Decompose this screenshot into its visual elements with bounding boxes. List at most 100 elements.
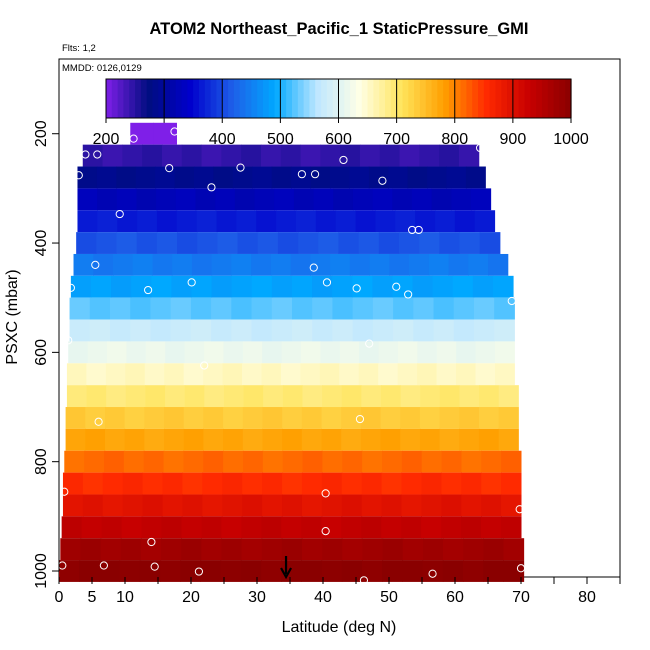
colorbar-cell [111,79,119,118]
heatmap-cell [301,472,323,495]
heatmap-cell [182,494,203,517]
observation-point [507,296,516,306]
heatmap-cell [62,494,84,517]
heatmap-cell [481,450,502,473]
heatmap-cell [415,210,436,233]
heatmap-cell [164,407,185,429]
heatmap-cell [163,450,184,473]
y-tick-label: 800 [33,448,50,475]
colorbar-cell [280,79,287,118]
heatmap-cell [222,472,243,495]
colorbar-cell [210,79,218,118]
heatmap-cell [494,297,515,320]
colorbar-tick-label: 700 [383,131,410,148]
heatmap-cell [380,407,401,429]
heatmap-cell [332,319,354,342]
heatmap-cell [393,297,414,320]
colorbar-cell [158,79,165,118]
heatmap-cell [281,341,302,364]
observation-point [297,170,306,179]
heatmap-cell [93,253,114,276]
colorbar-cell [222,79,229,118]
x-tick-label: 80 [578,589,596,606]
heatmap-cell [242,341,263,364]
heatmap-cell [110,319,131,342]
heatmap-cell [398,341,418,364]
colorbar-cell [199,79,206,118]
heatmap-cell [402,538,424,561]
observation-point [321,527,330,536]
heatmap-cell [465,166,486,189]
heatmap-cell [263,385,284,408]
heatmap-cell [361,494,383,517]
colorbar-cell [245,79,252,118]
heatmap-cell [79,560,100,582]
heatmap-cell [177,232,198,254]
heatmap-cell [442,560,464,582]
heatmap-cell [262,450,284,473]
heatmap-cell [160,560,181,582]
heatmap-cell [175,188,197,211]
heatmap-cell [204,341,224,364]
heatmap-cell [473,297,495,320]
heatmap-cell [291,319,313,342]
heatmap-cell [261,516,282,539]
observation-point [129,134,138,143]
heatmap-cell [341,407,362,429]
heatmap-cell [352,297,374,320]
heatmap-cell [322,538,343,561]
heatmap-cell [459,385,480,408]
heatmap-cell [102,144,123,167]
heatmap-cell [422,560,444,582]
observation-point [64,336,73,345]
heatmap-cell [361,472,383,495]
heatmap-cell [232,166,253,189]
colorbar-cell [390,79,398,118]
heatmap-cell [361,516,382,539]
heatmap-cell [82,472,104,495]
heatmap-cell [262,428,283,451]
heatmap-cell [411,188,433,211]
heatmap-cell [59,560,80,582]
colorbar-cell [448,79,456,118]
heatmap-cell [170,319,192,342]
heatmap-cell [478,407,500,429]
colorbar-cell [169,79,177,118]
colorbar-cell [553,79,560,118]
heatmap-cell [142,144,163,167]
heatmap-cell [223,450,244,473]
heatmap-cell [319,363,340,386]
observation-point [404,290,413,299]
heatmap-cell [412,275,434,298]
heatmap-cell [380,385,402,408]
heatmap-cell [121,516,143,539]
heatmap-cell [80,538,102,561]
heatmap-cell [120,538,142,561]
colorbar-cell [466,79,473,118]
observation-point [236,163,245,172]
x-axis-label: Latitude (deg N) [282,619,397,636]
heatmap-cell [358,363,379,386]
heatmap-cell [432,275,454,298]
heatmap-cell [436,341,457,364]
observation-point [428,569,437,578]
heatmap-cell [137,210,158,233]
heatmap-cell [165,341,186,364]
heatmap-cell [475,341,496,364]
heatmap-cell [291,275,313,298]
heatmap-cell [312,275,333,298]
heatmap-cell [222,494,243,517]
heatmap-cell [204,385,225,408]
colorbar-cell [315,79,322,118]
observation-point [378,176,387,185]
heatmap-cell [277,232,299,254]
colorbar-cell [385,79,392,118]
heatmap-cell [190,319,212,342]
heatmap-cell [301,428,323,451]
heatmap-cell [143,450,165,473]
heatmap-cell [393,319,414,342]
heatmap-cell [468,253,489,276]
heatmap-cell [85,428,106,451]
heatmap-cell [251,253,272,276]
